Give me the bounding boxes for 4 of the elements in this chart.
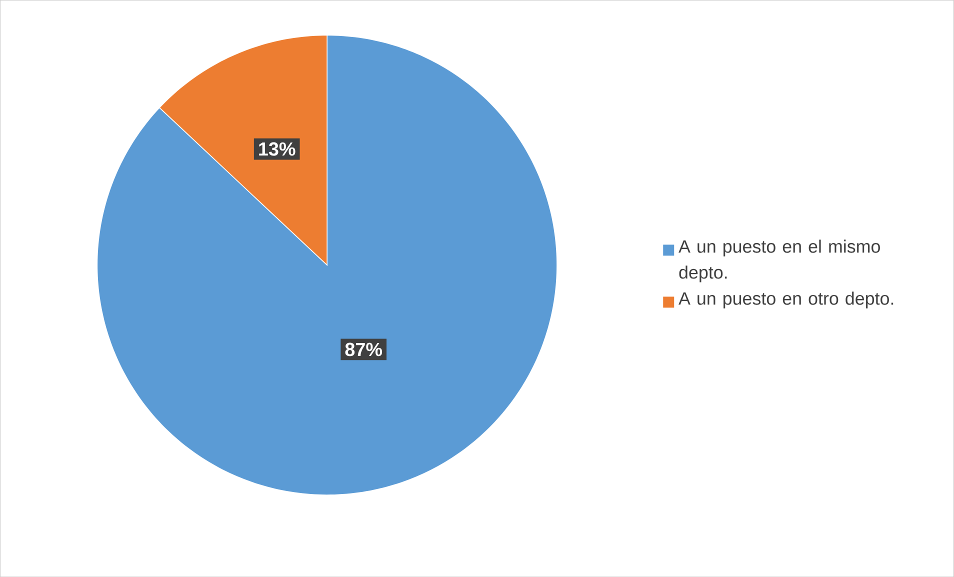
legend-label: A un puesto en el mismo depto. [678, 240, 880, 282]
legend-label: A un puesto en otro depto. [678, 292, 894, 308]
data-label: 13% [259, 142, 296, 156]
data-label: 87% [345, 342, 382, 356]
